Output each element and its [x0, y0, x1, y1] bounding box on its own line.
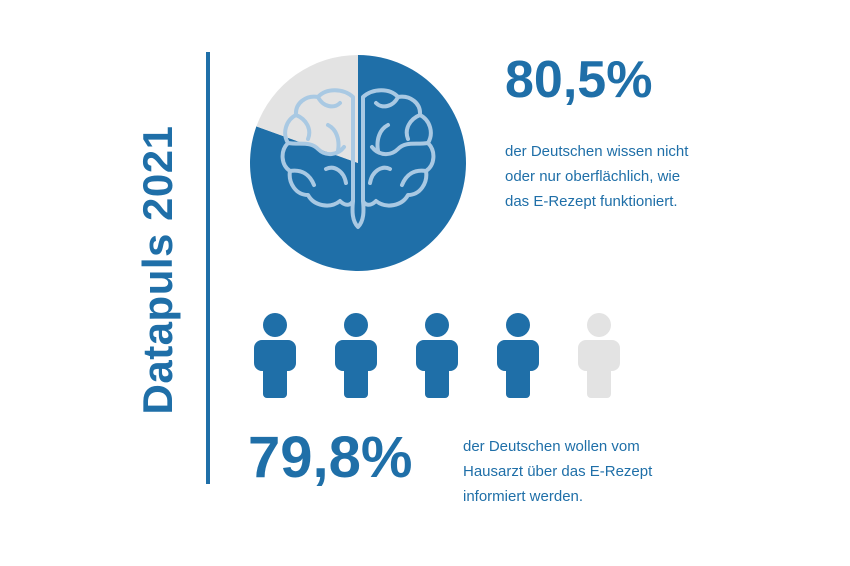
pie-chart [250, 55, 467, 271]
person-icon [254, 313, 296, 398]
divider [206, 52, 210, 484]
person-icon [578, 313, 620, 398]
pictogram-chart [254, 313, 620, 398]
stat1-value: 80,5% [505, 51, 653, 109]
pie-slice-0 [250, 55, 467, 271]
person-icon [497, 313, 539, 398]
stat1-description: der Deutschen wissen nicht oder nur ober… [505, 143, 689, 210]
page-title: Datapuls 2021 [134, 125, 181, 415]
stat2-value: 79,8% [248, 425, 413, 490]
person-icon [335, 313, 377, 398]
stat2-description: der Deutschen wollen vom Hausarzt über d… [463, 438, 653, 505]
person-icon [416, 313, 458, 398]
pie-slice-1 [256, 55, 358, 163]
brain-icon [280, 88, 436, 229]
